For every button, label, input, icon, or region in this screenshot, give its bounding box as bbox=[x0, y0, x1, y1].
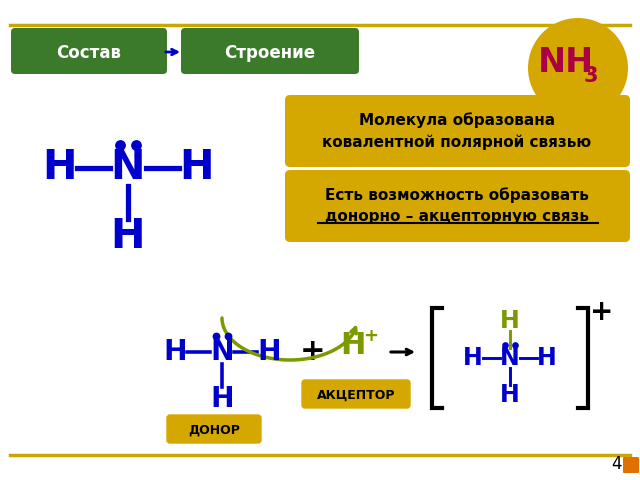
Text: H: H bbox=[340, 332, 365, 360]
Text: H: H bbox=[537, 346, 557, 370]
Text: H: H bbox=[210, 385, 234, 413]
Text: Состав: Состав bbox=[56, 44, 122, 62]
FancyBboxPatch shape bbox=[302, 380, 410, 408]
Text: Молекула образована: Молекула образована bbox=[359, 112, 555, 128]
FancyBboxPatch shape bbox=[11, 28, 167, 74]
Text: донорно – акцепторную связь: донорно – акцепторную связь bbox=[325, 209, 589, 225]
Text: 3: 3 bbox=[584, 66, 598, 86]
Text: H: H bbox=[111, 217, 145, 257]
Text: NH: NH bbox=[538, 47, 594, 80]
Text: N: N bbox=[500, 346, 520, 370]
Text: H: H bbox=[163, 338, 187, 366]
FancyBboxPatch shape bbox=[181, 28, 359, 74]
Text: +: + bbox=[300, 337, 326, 367]
Text: +: + bbox=[364, 327, 378, 345]
Text: 4: 4 bbox=[611, 455, 621, 473]
Text: N: N bbox=[111, 148, 145, 188]
Text: H: H bbox=[463, 346, 483, 370]
Text: ДОНОР: ДОНОР bbox=[188, 423, 240, 436]
Text: N: N bbox=[210, 338, 234, 366]
Text: ковалентной полярной связью: ковалентной полярной связью bbox=[323, 134, 591, 150]
Text: H: H bbox=[257, 338, 281, 366]
Text: АКЦЕПТОР: АКЦЕПТОР bbox=[317, 388, 396, 401]
Text: Есть возможность образовать: Есть возможность образовать bbox=[325, 187, 589, 203]
FancyBboxPatch shape bbox=[623, 457, 639, 473]
Text: H: H bbox=[500, 383, 520, 407]
FancyBboxPatch shape bbox=[285, 170, 630, 242]
Text: H: H bbox=[42, 148, 76, 188]
Circle shape bbox=[528, 18, 628, 118]
Text: +: + bbox=[590, 298, 614, 326]
FancyBboxPatch shape bbox=[167, 415, 261, 443]
FancyBboxPatch shape bbox=[285, 95, 630, 167]
Text: H: H bbox=[180, 148, 214, 188]
Text: Строение: Строение bbox=[225, 44, 316, 62]
Text: H: H bbox=[500, 309, 520, 333]
